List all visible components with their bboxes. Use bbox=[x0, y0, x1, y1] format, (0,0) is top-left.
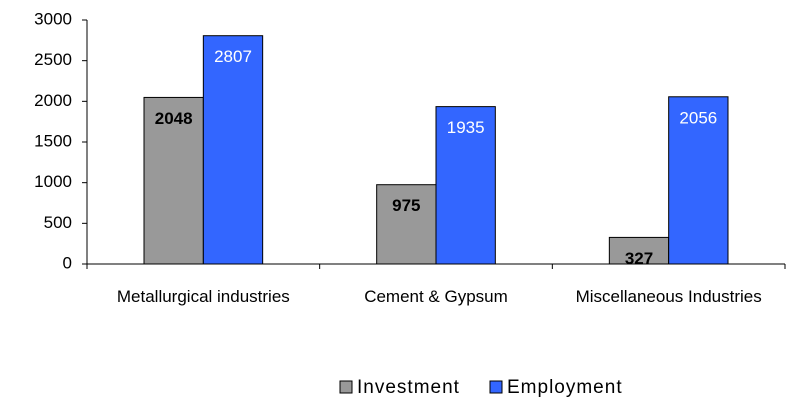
data-label: 1935 bbox=[447, 118, 485, 137]
y-tick-label: 3000 bbox=[34, 9, 72, 28]
y-tick-label: 2000 bbox=[34, 91, 72, 110]
legend-label: Employment bbox=[507, 377, 623, 398]
y-tick-label: 500 bbox=[44, 213, 72, 232]
data-label: 2807 bbox=[214, 47, 252, 66]
y-tick-label: 2500 bbox=[34, 50, 72, 69]
y-tick-label: 1500 bbox=[34, 131, 72, 150]
y-tick-label: 1000 bbox=[34, 172, 72, 191]
x-tick-label: Miscellaneous Industries bbox=[575, 287, 762, 306]
bar bbox=[376, 184, 437, 265]
y-tick-label: 0 bbox=[63, 253, 72, 272]
legend-label: Investment bbox=[357, 377, 460, 398]
data-label: 2048 bbox=[155, 109, 193, 128]
data-label: 975 bbox=[392, 196, 420, 215]
data-label: 2056 bbox=[679, 108, 717, 127]
x-tick-label: Metallurgical industries bbox=[116, 287, 290, 306]
bar bbox=[608, 236, 670, 265]
x-tick-label: Cement & Gypsum bbox=[364, 287, 508, 306]
bar bbox=[143, 96, 204, 265]
legend-swatch bbox=[339, 380, 353, 394]
legend-swatch bbox=[489, 380, 503, 394]
data-label: 327 bbox=[625, 249, 653, 268]
bar bbox=[668, 96, 729, 265]
bar bbox=[202, 35, 264, 265]
bar bbox=[435, 106, 496, 265]
